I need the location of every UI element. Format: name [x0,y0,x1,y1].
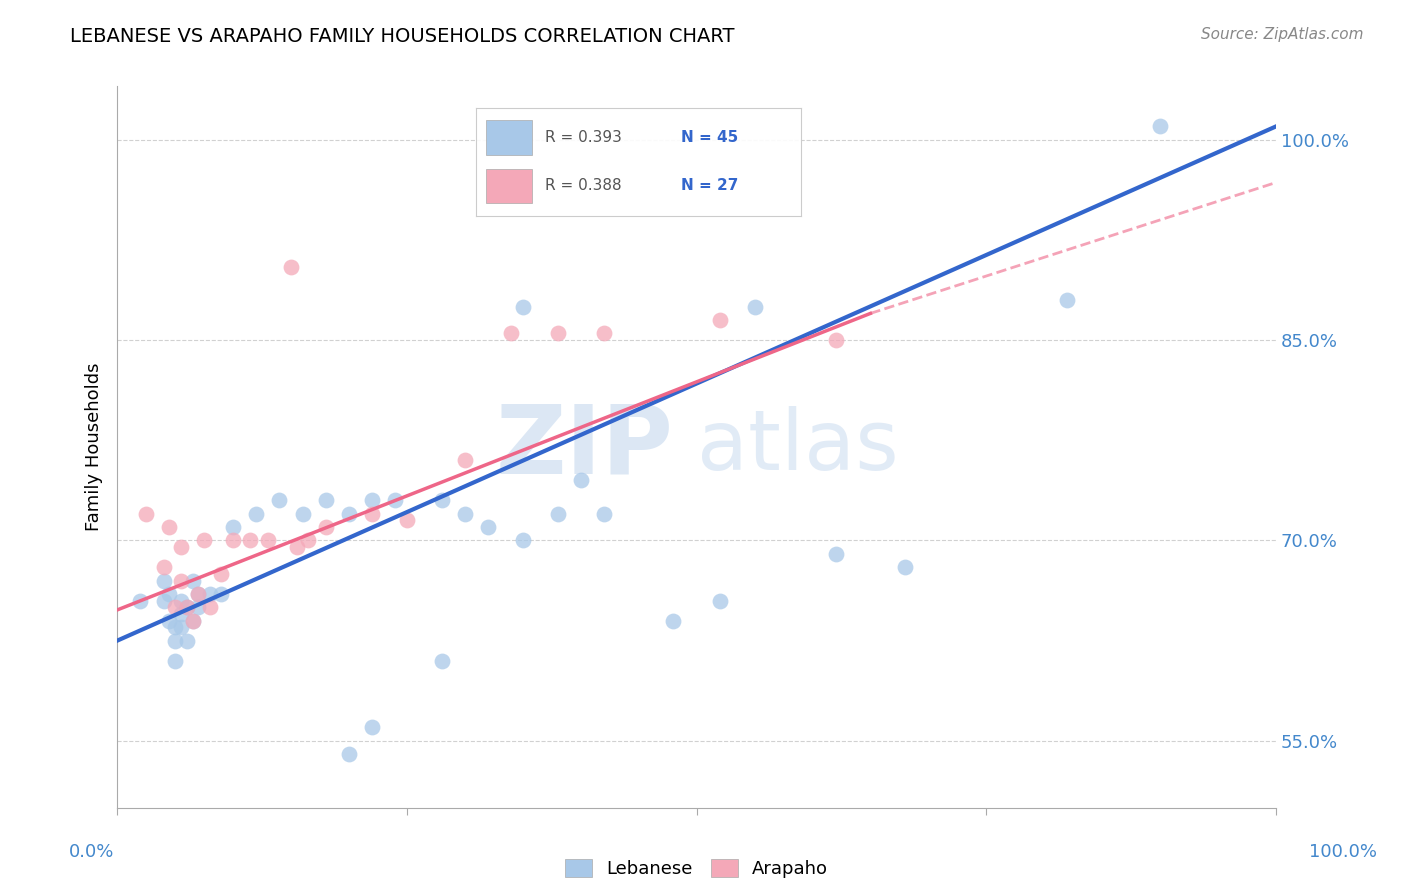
Point [662,614,685,628]
Point [709,313,731,327]
Point [157,520,180,534]
Point [361,507,384,521]
Point [1056,293,1078,307]
Point [269,493,291,508]
Point [709,593,731,607]
Text: 0.0%: 0.0% [69,843,114,861]
Point [894,560,917,574]
Point [430,654,453,668]
Y-axis label: Family Households: Family Households [86,363,103,532]
Point [824,547,846,561]
Text: Source: ZipAtlas.com: Source: ZipAtlas.com [1201,27,1364,42]
Point [239,533,262,548]
Point [512,300,534,314]
Point [211,566,233,581]
Point [176,600,198,615]
Point [430,493,453,508]
Point [245,507,267,521]
Point [285,540,308,554]
Point [744,300,766,314]
Point [454,507,477,521]
Point [256,533,278,548]
Point [170,574,193,588]
Point [165,600,187,615]
Text: ZIP: ZIP [495,401,673,493]
Point [337,507,360,521]
Point [165,633,187,648]
Point [152,593,174,607]
Point [315,520,337,534]
Point [454,453,477,467]
Point [152,560,174,574]
Point [135,507,157,521]
Point [395,513,418,527]
Point [361,721,384,735]
Text: LEBANESE VS ARAPAHO FAMILY HOUSEHOLDS CORRELATION CHART: LEBANESE VS ARAPAHO FAMILY HOUSEHOLDS CO… [70,27,735,45]
Text: atlas: atlas [696,407,898,488]
Point [170,593,193,607]
Point [222,533,245,548]
Point [170,620,193,634]
Legend: Lebanese, Arapaho: Lebanese, Arapaho [558,851,835,885]
Point [181,574,204,588]
Point [315,493,337,508]
Point [337,747,360,762]
Point [181,614,204,628]
Point [222,520,245,534]
Point [187,600,209,615]
Point [477,520,499,534]
Point [198,600,221,615]
Point [165,620,187,634]
Point [361,493,384,508]
Point [384,493,406,508]
Point [170,540,193,554]
Point [176,600,198,615]
Point [512,533,534,548]
Point [1149,120,1171,134]
Point [187,587,209,601]
Point [569,474,592,488]
Point [297,533,319,548]
Point [211,587,233,601]
Point [291,507,314,521]
Point [547,507,569,521]
Point [157,587,180,601]
Point [198,587,221,601]
Point [547,326,569,341]
Point [157,614,180,628]
Point [176,633,198,648]
Point [193,533,215,548]
Point [501,326,523,341]
Point [152,574,174,588]
Point [592,326,614,341]
Point [129,593,152,607]
Point [592,507,614,521]
Point [165,654,187,668]
Point [824,333,846,347]
Point [170,607,193,621]
Point [187,587,209,601]
Point [280,260,302,274]
Point [181,614,204,628]
Text: 100.0%: 100.0% [1309,843,1376,861]
